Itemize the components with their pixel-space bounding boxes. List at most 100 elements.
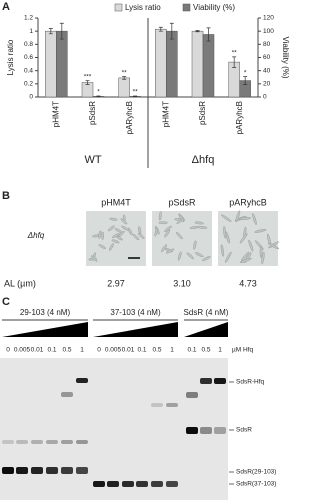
y-tick-label: 0.8 (24, 41, 33, 48)
gel-band (2, 440, 14, 444)
cell (254, 228, 267, 233)
gel-band (107, 481, 119, 487)
lane-label: 0.5 (62, 347, 71, 354)
cell (178, 213, 184, 223)
wedge (184, 322, 228, 337)
lane-label: 0.01 (31, 347, 44, 354)
error-bar (85, 80, 90, 85)
y-tick-label: 0.2 (24, 81, 33, 88)
bar (202, 34, 215, 98)
cell (225, 231, 230, 244)
cell (158, 221, 168, 225)
y2-tick-label: 0 (263, 94, 267, 101)
cell (176, 232, 183, 240)
lane-label: 0.1 (47, 347, 56, 354)
error-bar (133, 95, 138, 98)
cell (111, 239, 120, 244)
panel-label: A (2, 1, 10, 13)
cell (137, 232, 145, 239)
error-bar (48, 28, 53, 35)
legend-swatch (182, 3, 191, 12)
band-label: SdsR (236, 427, 252, 434)
gel-band (16, 440, 28, 444)
x-tick-label: pHM4T (161, 101, 170, 127)
cell (221, 214, 232, 222)
cell (240, 251, 250, 262)
error-bar (96, 95, 101, 98)
legend-label: Lysis ratio (125, 3, 161, 12)
gel-band (151, 481, 163, 487)
lane-label: 0 (97, 347, 101, 354)
legend-label: Viability (%) (193, 3, 235, 12)
cell (118, 230, 125, 237)
significance: ** (122, 69, 128, 76)
cell (193, 240, 197, 250)
lane-label: 0.1 (137, 347, 146, 354)
al-value: 4.73 (239, 278, 257, 288)
cell (235, 210, 241, 223)
cell (239, 233, 248, 244)
significance: * (97, 89, 100, 96)
gel-band (61, 392, 73, 397)
bar (118, 77, 130, 98)
gel-band (46, 440, 58, 444)
wedge (2, 322, 88, 337)
cell (165, 248, 175, 254)
significance: * (244, 69, 247, 76)
lane-label: 1 (170, 347, 174, 354)
gel-band (166, 481, 178, 487)
cell (164, 229, 171, 238)
y2-tick-label: 80 (263, 41, 271, 48)
cell (267, 242, 280, 250)
y2-tick-label: 60 (263, 54, 271, 61)
cell (164, 225, 172, 233)
gel-band (186, 427, 198, 434)
cell (248, 239, 254, 252)
lane-label: 1 (80, 347, 84, 354)
cell (220, 244, 225, 257)
group-label: WT (84, 154, 101, 166)
cell (98, 230, 102, 239)
cell (161, 244, 167, 253)
gel-band (76, 440, 88, 444)
gel-band (151, 403, 163, 407)
al-value: 2.97 (107, 278, 125, 288)
error-bar (206, 27, 211, 42)
error-bar (59, 22, 64, 40)
y2-tick-label: 120 (263, 15, 274, 22)
bar (45, 30, 57, 98)
gel-band (93, 481, 105, 487)
error-bar (122, 76, 127, 80)
y-tick-label: 1.2 (24, 15, 33, 22)
lane-label: 0.1 (187, 347, 196, 354)
gel-band (76, 467, 88, 474)
cell (154, 227, 159, 237)
cell (197, 226, 208, 229)
lane-label: 1 (218, 347, 222, 354)
cell (238, 217, 252, 220)
cell (186, 252, 194, 260)
wedge (93, 322, 178, 337)
significance: ** (232, 50, 238, 57)
gel-band (2, 467, 14, 474)
group-label: Δhfq (192, 154, 215, 166)
gel-band (61, 467, 73, 474)
bar (166, 30, 178, 98)
lane-label: 0.5 (152, 347, 161, 354)
cell (109, 217, 118, 221)
gel-band (46, 467, 58, 474)
gel-band (61, 440, 73, 444)
cell (158, 211, 162, 221)
significance: ** (133, 89, 139, 96)
gel-band (214, 378, 226, 384)
y-axis-label: Lysis ratio (6, 39, 15, 75)
bar (56, 30, 68, 98)
column-label: pARyhcB (229, 197, 267, 207)
y2-axis-label: Viability (%) (281, 36, 290, 78)
al-label: AL (µm) (4, 278, 36, 288)
lane-label: 0.005 (14, 347, 31, 354)
y-tick-label: 0.6 (24, 54, 33, 61)
significance: *** (84, 73, 92, 80)
x-tick-label: pARyhcB (235, 101, 244, 134)
lane-label: 0.5 (201, 347, 210, 354)
